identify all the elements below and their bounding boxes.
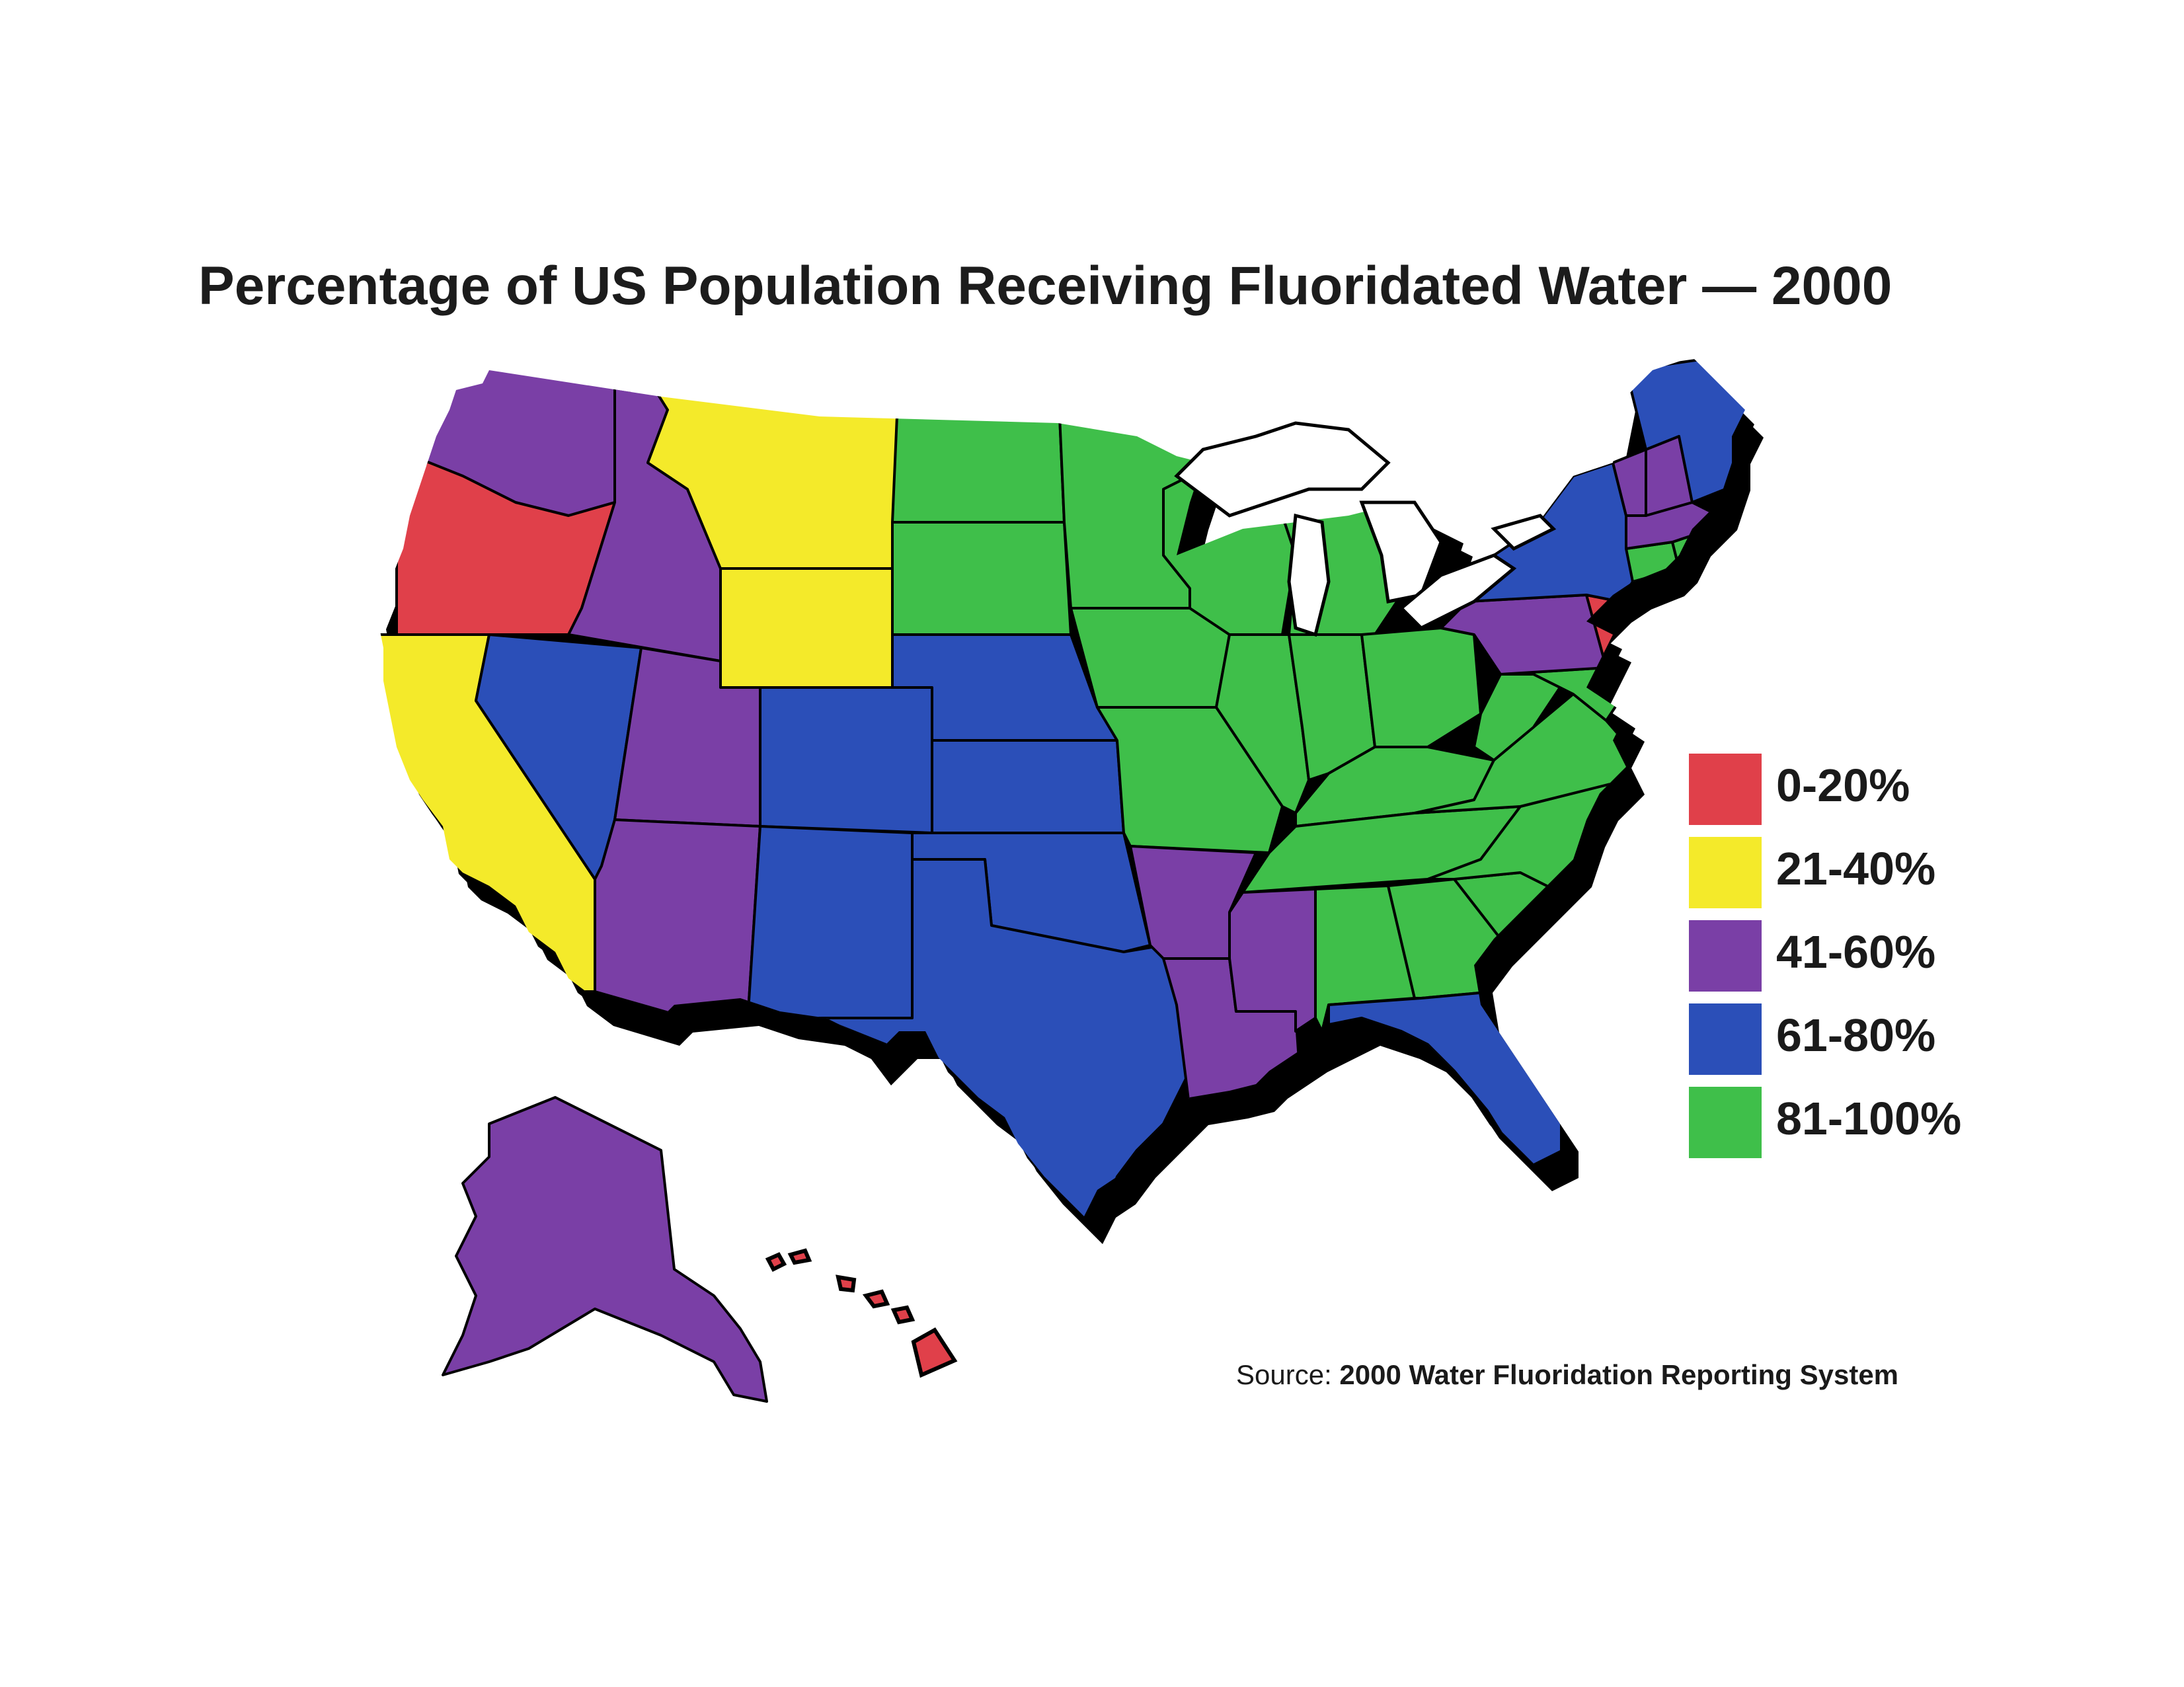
legend-label: 81-100% bbox=[1776, 1093, 1962, 1144]
hawaii bbox=[765, 1248, 958, 1378]
state-wy bbox=[719, 567, 894, 689]
alaska bbox=[442, 1096, 768, 1403]
legend-label: 41-60% bbox=[1776, 926, 1936, 978]
legend-label: 61-80% bbox=[1776, 1009, 1936, 1061]
legend-swatch bbox=[1689, 837, 1762, 908]
lake-erie bbox=[1399, 553, 1517, 631]
legend-swatch bbox=[1689, 754, 1762, 825]
state-ia bbox=[1070, 607, 1231, 709]
state-co bbox=[759, 686, 933, 834]
legend-swatch bbox=[1689, 1087, 1762, 1158]
state-sd bbox=[891, 521, 1072, 636]
hawaii-island-big bbox=[911, 1327, 958, 1378]
legend-label: 21-40% bbox=[1776, 843, 1936, 894]
legend-swatch bbox=[1689, 1003, 1762, 1075]
hawaii-island-molokai bbox=[836, 1275, 857, 1293]
legend-swatch bbox=[1689, 920, 1762, 992]
state-ks bbox=[931, 739, 1125, 834]
hawaii-island-lanai bbox=[890, 1305, 916, 1325]
source-prefix: Source: bbox=[1236, 1359, 1332, 1390]
state-ms bbox=[1228, 888, 1317, 1033]
hawaii-island-oahu bbox=[787, 1248, 812, 1265]
lake-superior bbox=[1174, 421, 1391, 518]
state-nd bbox=[891, 369, 1066, 524]
source-text: 2000 Water Fluoridation Reporting System bbox=[1339, 1359, 1899, 1390]
legend-label: 0-20% bbox=[1776, 760, 1910, 811]
state-fl bbox=[1327, 977, 1575, 1178]
hawaii-island-kauai bbox=[765, 1252, 787, 1272]
map-title: Percentage of US Population Receiving Fl… bbox=[198, 256, 1892, 316]
hawaii-island-maui bbox=[862, 1289, 890, 1309]
great-lakes bbox=[1174, 421, 1557, 637]
state-nm bbox=[746, 825, 914, 1033]
source-note: Source: 2000 Water Fluoridation Reportin… bbox=[1236, 1359, 1898, 1391]
lake-michigan bbox=[1287, 513, 1331, 637]
lake-ontario bbox=[1491, 514, 1557, 551]
alaska-shape bbox=[442, 1096, 768, 1403]
